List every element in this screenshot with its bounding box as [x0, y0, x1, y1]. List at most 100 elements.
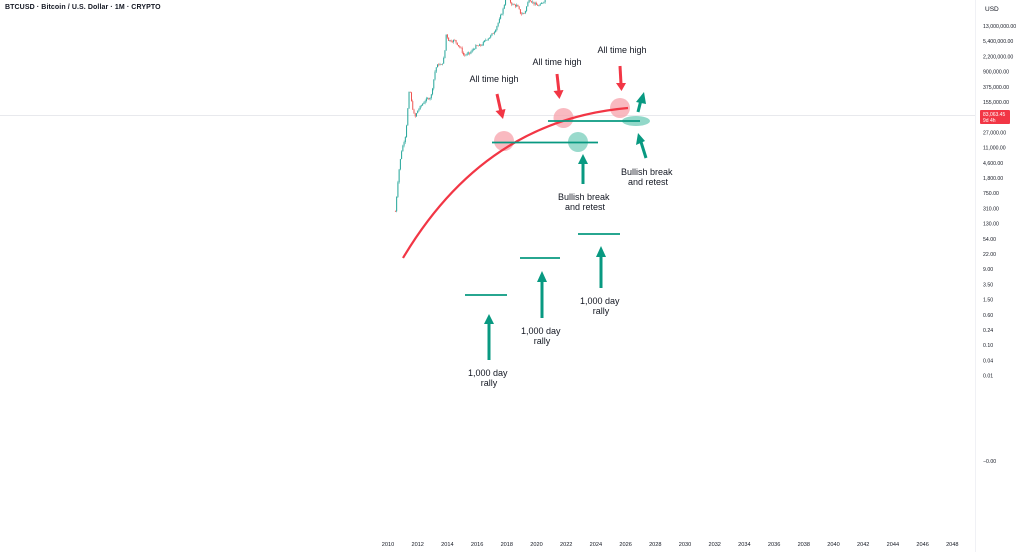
y-tick-label: 13,000,000.00 [983, 24, 1016, 30]
candle-body [470, 51, 472, 54]
candle-body [467, 52, 469, 54]
x-tick-label: 2010 [382, 542, 394, 548]
candle-body [474, 48, 476, 50]
candle-body [418, 109, 420, 111]
x-tick-label: 2030 [679, 542, 691, 548]
chart-header: BTCUSD · Bitcoin / U.S. Dollar · 1M · CR… [5, 4, 161, 11]
red-arrow-1 [495, 93, 503, 113]
candle-body [522, 13, 524, 15]
y-tick-label: 54.00 [983, 237, 996, 243]
candle-body [396, 196, 398, 212]
candle-body [510, 0, 512, 3]
x-tick-label: 2016 [471, 542, 483, 548]
rally-label-1: 1,000 day rally [468, 368, 510, 388]
candle-body [441, 63, 443, 65]
price-tag-countdown: 9d 4h [983, 118, 996, 124]
y-tick-label: 0.10 [983, 343, 993, 349]
candle-body [430, 94, 432, 98]
candle-body [419, 105, 421, 110]
candle-body [531, 1, 533, 3]
candle-body [501, 13, 503, 16]
candle-body [500, 15, 502, 19]
y-tick-label: 1.50 [983, 298, 993, 304]
y-tick-label: 900,000.00 [983, 70, 1009, 76]
candle-body [458, 45, 460, 47]
candle-body [409, 92, 411, 93]
candle-body [534, 3, 536, 5]
candle-body [432, 88, 434, 95]
teal-arrowhead-rally-2 [537, 271, 547, 282]
candle-body [397, 182, 399, 197]
candle-body [461, 48, 463, 53]
currency-label[interactable]: USD [985, 6, 999, 13]
teal-arrowhead-rally-1 [484, 314, 494, 324]
candle-body [472, 49, 474, 50]
x-tick-label: 2042 [857, 542, 869, 548]
candle-body [514, 4, 516, 7]
annotation-arrows [484, 65, 648, 360]
y-tick-label: 310.00 [983, 206, 999, 212]
candle-body [521, 13, 523, 15]
rally-label-2: 1,000 day rally [521, 326, 563, 346]
candle-body [414, 113, 416, 117]
candle-body [399, 159, 401, 170]
candlestick-series [394, 0, 546, 213]
candle-body [529, 0, 531, 2]
y-tick-label: 1,800.00 [983, 176, 1003, 182]
candle-body [518, 6, 520, 10]
candle-body [459, 46, 461, 48]
x-tick-label: 2024 [590, 542, 602, 548]
y-tick-label: 130.00 [983, 222, 999, 228]
x-tick-label: 2036 [768, 542, 780, 548]
candle-body [519, 9, 521, 14]
x-tick-label: 2028 [649, 542, 661, 548]
candle-body [495, 29, 497, 33]
candle-body [444, 50, 446, 58]
candle-body [513, 4, 515, 5]
candle-body [475, 45, 477, 49]
candle-body [429, 97, 431, 100]
candle-body [440, 64, 442, 65]
candle-body [488, 37, 490, 39]
candle-body [439, 64, 441, 66]
candle-body [496, 26, 498, 30]
y-tick-label: 0.24 [983, 328, 993, 334]
candle-body [422, 103, 424, 106]
candle-body [505, 0, 507, 5]
candle-body [539, 4, 541, 6]
candle-body [528, 0, 530, 3]
candle-body [450, 40, 452, 42]
candle-body [492, 33, 494, 35]
y-tick-label: 2,200,000.00 [983, 54, 1013, 60]
teal-arrowhead-rally-3 [596, 246, 606, 257]
ath-label-1: All time high [469, 74, 518, 84]
candle-body [490, 35, 492, 38]
y-tick-label: 5,400,000.00 [983, 39, 1013, 45]
rally-label-3: 1,000 day rally [580, 296, 622, 316]
red-arrowhead-1 [495, 109, 506, 119]
x-tick-label: 2040 [827, 542, 839, 548]
candle-body [498, 18, 500, 23]
candle-body [417, 110, 419, 114]
candle-body [433, 79, 435, 89]
y-tick-label: 4,600.00 [983, 161, 1003, 167]
candle-body [503, 4, 505, 9]
candle-body [538, 5, 540, 7]
x-tick-label: 2026 [619, 542, 631, 548]
teal-arrowhead-retest-1 [578, 154, 588, 164]
candle-body [465, 54, 467, 56]
candle-body [466, 53, 468, 55]
candle-body [398, 169, 400, 183]
red-arrow-2 [555, 73, 561, 93]
candle-body [537, 4, 539, 6]
candle-body [523, 13, 525, 14]
red-arrowhead-3 [616, 83, 626, 91]
last-price-tag: 83,063.45 9d 4h [980, 110, 1010, 124]
candle-body [423, 102, 425, 104]
support-lines [465, 120, 640, 296]
retest-label-1: Bullish break and retest [621, 167, 675, 187]
red-arrow-3 [618, 65, 623, 85]
candle-body [542, 2, 544, 4]
y-tick-label: 27,000.00 [983, 130, 1006, 136]
